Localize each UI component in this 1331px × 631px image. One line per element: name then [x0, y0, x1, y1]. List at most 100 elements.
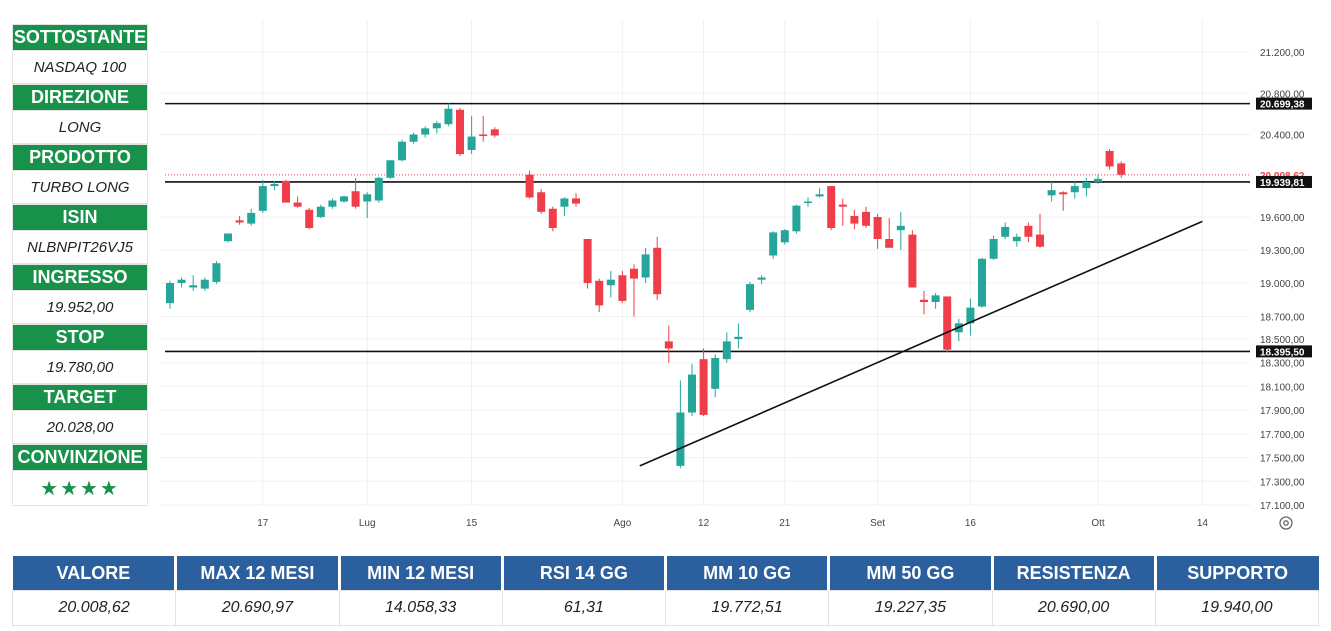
value-isin: NLBNPIT26VJ5 — [12, 231, 148, 264]
header-rsi-14-gg: RSI 14 GG — [502, 556, 668, 591]
x-tick-label: Ott — [1091, 518, 1105, 529]
value-prodotto: TURBO LONG — [12, 171, 148, 204]
candle-body — [560, 198, 569, 207]
candle — [688, 363, 696, 417]
candle-body — [1082, 181, 1091, 189]
candle — [224, 233, 232, 243]
candle — [885, 218, 894, 248]
candle-body — [316, 206, 325, 217]
candle — [548, 206, 557, 232]
label-isin: ISIN — [12, 204, 148, 231]
candle-body — [1059, 192, 1068, 195]
candle — [166, 280, 174, 309]
price-tag: 18.395,50 — [1256, 345, 1312, 358]
candle — [189, 275, 198, 291]
price-tag-bg — [1256, 345, 1312, 358]
candle-body — [409, 134, 418, 142]
candle-body — [931, 295, 940, 303]
candle — [1082, 177, 1091, 197]
candle-body — [978, 258, 986, 307]
y-tick-label: 18.500,00 — [1260, 335, 1305, 346]
price-tag-bg — [1256, 97, 1312, 110]
x-tick-label: 14 — [1197, 518, 1209, 529]
candle — [305, 207, 314, 230]
candle — [792, 204, 801, 234]
candle — [595, 278, 604, 313]
candle-body — [676, 412, 685, 466]
candle — [525, 170, 534, 199]
candle — [1001, 222, 1010, 239]
y-tick-label: 17.900,00 — [1260, 406, 1305, 417]
candle-body — [421, 128, 430, 135]
y-tick-label: 18.100,00 — [1260, 382, 1305, 393]
x-tick-label: 21 — [779, 518, 791, 529]
candle — [340, 195, 348, 203]
candle — [1070, 181, 1079, 199]
candle — [954, 318, 963, 342]
price-tag-label: 18.395,50 — [1260, 347, 1305, 358]
candle — [978, 257, 986, 308]
candle — [316, 204, 325, 219]
candle — [838, 198, 847, 226]
settings-gear-icon[interactable] — [1279, 516, 1293, 530]
header-max-12-mesi: MAX 12 MESI — [175, 556, 341, 591]
candle — [456, 107, 464, 157]
candle-body — [432, 123, 441, 129]
candle — [374, 176, 383, 203]
candle-body — [989, 239, 998, 259]
candle-body — [804, 201, 812, 204]
value-rsi-14-gg: 61,31 — [501, 590, 667, 626]
candle — [572, 193, 580, 207]
candle-body — [293, 202, 302, 207]
y-tick-label: 17.700,00 — [1260, 430, 1305, 441]
y-axis: 21.200,00 20.800,00 20.400,00 19.600,00 19.3… — [1260, 48, 1305, 512]
y-tick-label: 20.400,00 — [1260, 131, 1305, 142]
value-mm-50-gg: 19.227,35 — [828, 590, 993, 626]
candle — [676, 380, 685, 469]
y-tick-label: 19.000,00 — [1260, 279, 1305, 290]
candle — [618, 270, 627, 304]
candle-body — [769, 232, 778, 256]
price-tag-label: 20.699,38 — [1260, 100, 1305, 111]
candle-body — [328, 200, 337, 207]
candle-body — [583, 239, 592, 283]
value-mm-10-gg: 19.772,51 — [664, 590, 830, 626]
candle — [479, 115, 488, 142]
label-stop: STOP — [12, 324, 148, 351]
candle-body — [1094, 178, 1102, 182]
candle — [421, 126, 430, 138]
candle-body — [340, 196, 348, 202]
candle-body — [780, 230, 789, 243]
price-tag: 19.939,81 — [1256, 175, 1312, 189]
candle-body — [212, 263, 221, 282]
candle-body — [235, 220, 244, 223]
candle-body — [757, 277, 766, 280]
candle — [444, 103, 453, 127]
candle — [931, 293, 940, 309]
candle — [804, 197, 812, 207]
candle-body — [1105, 151, 1114, 167]
candle-body — [606, 279, 615, 286]
candle-body — [200, 279, 209, 289]
value-direzione: LONG — [12, 111, 148, 144]
candle-body — [189, 285, 198, 288]
candle-body — [1024, 225, 1033, 237]
candle — [247, 208, 256, 226]
candle-body — [746, 284, 754, 310]
candle — [873, 213, 882, 249]
x-axis: 17 Lug 15 Ago 12 21 Set 16 Ott 14 — [257, 518, 1208, 529]
candle — [351, 177, 360, 209]
candle — [780, 229, 789, 245]
label-sottostante: SOTTOSTANTE — [12, 24, 148, 51]
candle — [1047, 181, 1056, 202]
y-tick-label: 17.500,00 — [1260, 454, 1305, 465]
label-convinzione: CONVINZIONE — [12, 444, 148, 471]
value-min-12-mesi: 14.058,33 — [338, 590, 503, 626]
candle-body — [270, 184, 279, 187]
candle — [606, 270, 615, 298]
candle-body — [479, 134, 488, 136]
candle-body — [1001, 226, 1010, 237]
candle — [943, 296, 952, 353]
candle-body — [664, 341, 673, 349]
y-tick-label: 18.700,00 — [1260, 313, 1305, 324]
